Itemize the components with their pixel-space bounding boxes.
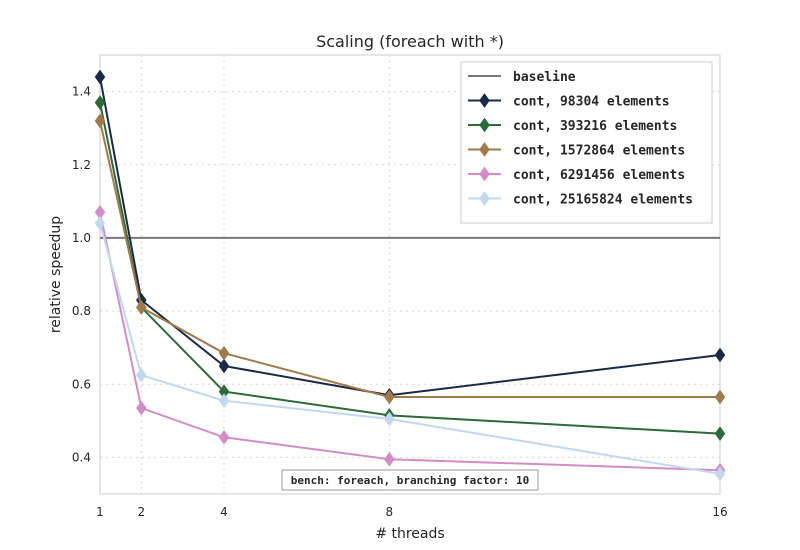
data-point <box>94 95 106 110</box>
data-point <box>384 389 395 405</box>
legend-label: cont, 6291456 elements <box>513 168 685 183</box>
x-tick-label: 1 <box>96 505 104 519</box>
data-point <box>714 426 726 442</box>
data-point <box>218 345 230 361</box>
data-point <box>384 451 395 467</box>
annotation-box <box>281 469 539 491</box>
x-tick-label: 2 <box>138 505 146 519</box>
data-point <box>714 347 726 363</box>
data-point <box>94 215 106 231</box>
data-point <box>714 466 726 482</box>
y-tick-label: 0.8 <box>72 304 91 318</box>
series-layer <box>94 69 726 482</box>
data-point <box>479 93 490 108</box>
y-tick-label: 1.4 <box>72 85 91 99</box>
legend-box <box>460 61 713 224</box>
legend-label: cont, 25165824 elements <box>513 193 693 208</box>
series-group <box>94 215 726 482</box>
data-point <box>479 142 490 157</box>
series-line <box>99 223 721 475</box>
data-point <box>136 400 147 416</box>
x-axis-label: # threads <box>375 526 444 542</box>
data-point <box>218 393 230 409</box>
data-point <box>94 113 106 129</box>
data-point <box>218 358 230 374</box>
series-group <box>94 204 726 478</box>
axis-ticks: 1 2 4 8 16 0.4 0.6 0.8 1.0 1.2 1.4 <box>72 85 728 519</box>
y-tick-label: 1.2 <box>72 158 91 172</box>
data-point <box>94 69 106 85</box>
data-point <box>479 117 490 133</box>
data-point <box>136 367 147 383</box>
data-point <box>479 166 490 182</box>
legend: baseline cont, 98304 elements cont, 393216… <box>460 61 713 224</box>
y-tick-label: 0.4 <box>72 450 91 464</box>
data-point <box>384 411 395 427</box>
annotation-text: bench: foreach, branching factor: 10 <box>291 474 529 487</box>
chart-title: Scaling (foreach with *) <box>316 32 504 51</box>
plot-frame <box>99 54 721 495</box>
annotation: bench: foreach, branching factor: 10 <box>281 469 539 491</box>
legend-label: cont, 393216 elements <box>513 119 677 134</box>
series-group <box>94 113 726 405</box>
x-tick-label: 4 <box>220 505 228 519</box>
data-point <box>479 191 490 206</box>
y-tick-label: 1.0 <box>72 231 91 245</box>
data-point <box>714 389 726 405</box>
legend-label: baseline <box>513 70 576 85</box>
x-tick-label: 16 <box>712 505 727 519</box>
data-point <box>218 429 230 445</box>
x-tick-label: 8 <box>386 505 394 519</box>
y-axis-label: relative speedup <box>48 216 64 333</box>
legend-label: cont, 98304 elements <box>513 95 670 110</box>
y-tick-label: 0.6 <box>72 377 91 391</box>
legend-label: cont, 1572864 elements <box>513 144 685 159</box>
data-point <box>136 299 147 315</box>
